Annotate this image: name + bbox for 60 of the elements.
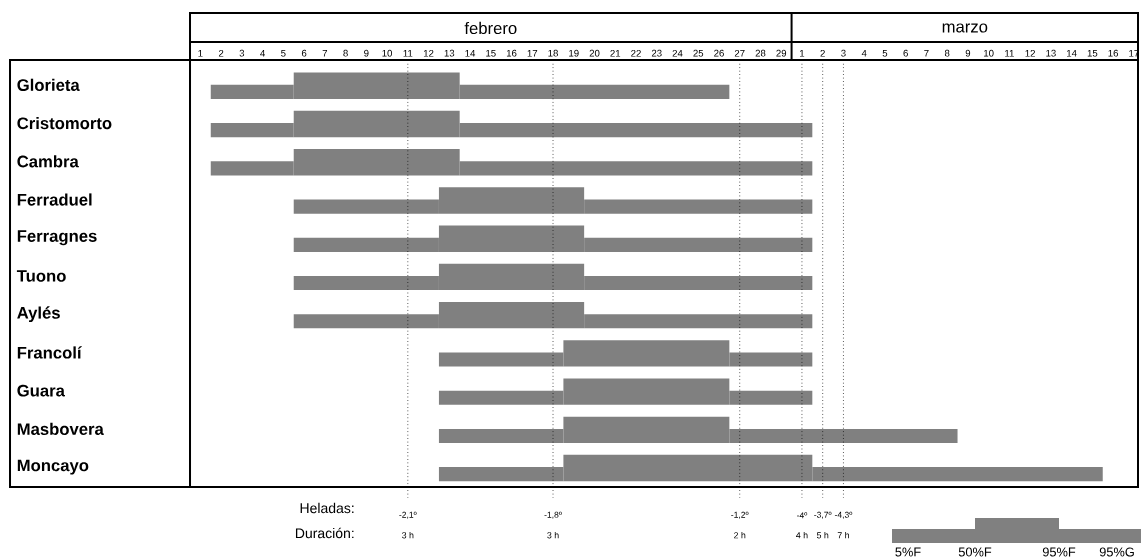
x-tick-label: 4 xyxy=(260,50,265,57)
y-tick-label: Guara xyxy=(17,384,65,397)
x-tick-label: 20 xyxy=(589,49,600,57)
x-tick-label: 24 xyxy=(672,49,683,57)
text: Heladas: xyxy=(300,502,354,514)
text: 5%F xyxy=(895,547,921,557)
x-tick-label: 2 xyxy=(218,49,224,57)
y-tick-label: Masbovera xyxy=(17,422,104,435)
text: -3,7º xyxy=(814,511,832,519)
y-tick-label: Ferraduel xyxy=(17,193,92,206)
x-tick-label: 27 xyxy=(734,49,745,57)
x-tick-label: 18 xyxy=(548,49,558,57)
x-tick-label: 26 xyxy=(714,49,724,57)
text: 5 h xyxy=(816,531,829,539)
x-tick-label: 25 xyxy=(693,49,704,57)
text: 95%G xyxy=(1099,547,1134,557)
x-tick-label: 29 xyxy=(776,49,787,57)
text: 7 h xyxy=(837,531,849,539)
x-tick-label: 9 xyxy=(364,49,369,57)
x-tick-label: 6 xyxy=(301,49,307,57)
y-tick-label: Tuono xyxy=(16,270,66,282)
text: 95%F xyxy=(1042,547,1076,557)
x-tick-label: 8 xyxy=(343,49,348,57)
x-tick-label: 28 xyxy=(755,49,766,57)
text: Duración: xyxy=(295,527,354,539)
x-tick-label: 22 xyxy=(631,49,641,57)
text: -1,8º xyxy=(544,511,562,519)
text: 4 h xyxy=(796,531,808,539)
x-tick-label: 17 xyxy=(527,50,538,57)
y-tick-label: Cristomorto xyxy=(17,116,112,130)
x-tick-label: 7 xyxy=(322,50,328,57)
text: marzo xyxy=(942,23,988,33)
y-tick-label: Francolí xyxy=(17,346,82,359)
text: febrero xyxy=(464,21,517,35)
x-tick-label: 11 xyxy=(403,50,413,57)
text: -2,1º xyxy=(399,511,417,519)
text: -4º xyxy=(796,512,808,519)
x-tick-label: 21 xyxy=(610,49,621,57)
y-tick-label: Ferragnes xyxy=(17,230,97,246)
x-tick-label: 23 xyxy=(651,49,662,57)
y-tick-label: Cambra xyxy=(17,155,79,168)
x-tick-label: 15 xyxy=(486,49,496,57)
x-tick-label: 19 xyxy=(569,49,579,57)
x-tick-label: 1 xyxy=(198,50,203,57)
text: 50%F xyxy=(958,547,992,557)
x-tick-label: 16 xyxy=(506,49,517,57)
x-tick-label: 12 xyxy=(423,49,434,57)
x-tick-label: 10 xyxy=(382,49,393,57)
text: -4,3º xyxy=(834,511,853,519)
x-tick-label: 14 xyxy=(465,50,476,57)
x-tick-label: 13 xyxy=(444,49,455,57)
y-tick-label: Aylés xyxy=(17,306,60,323)
x-tick-label: 5 xyxy=(281,49,286,57)
text: 2 h xyxy=(734,531,746,539)
text: 3 h xyxy=(402,531,414,539)
x-tick-label: 3 xyxy=(239,49,245,57)
y-tick-label: Moncayo xyxy=(17,459,89,475)
text: -1,2º xyxy=(731,511,749,519)
text: 3 h xyxy=(547,531,559,539)
y-tick-label: Glorieta xyxy=(17,78,80,91)
